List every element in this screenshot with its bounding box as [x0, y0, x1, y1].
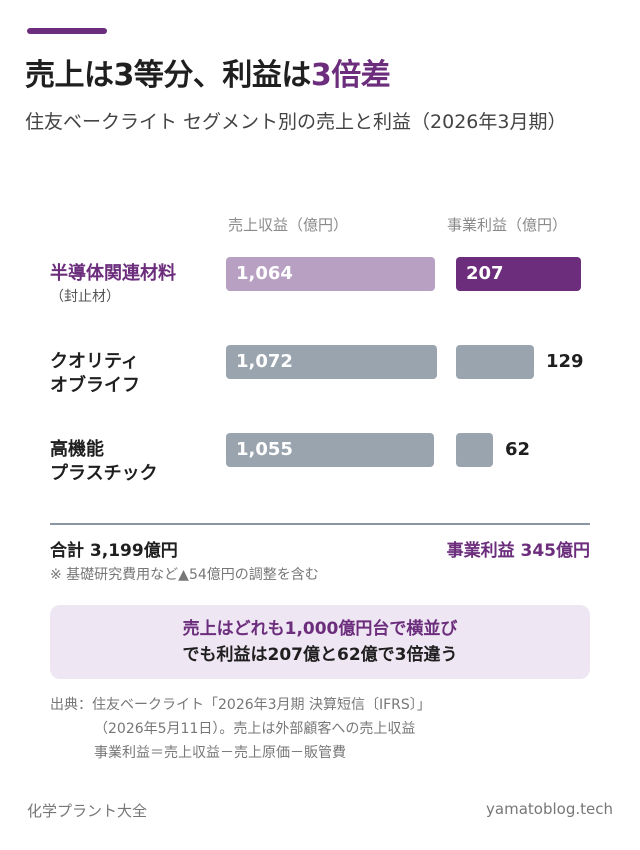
revenue-value-label: 1,055: [236, 439, 293, 460]
op-profit-total: 事業利益 345億円: [446, 541, 590, 561]
title-main: 売上は3等分、利益は: [25, 58, 311, 93]
title-accent-bar: [27, 28, 107, 34]
callout-line-2: でも利益は207億と62億で3倍違う: [182, 645, 458, 665]
op-profit-value-label: 62: [505, 439, 531, 460]
op-profit-bar: [456, 433, 493, 467]
footer-site-link[interactable]: yamatoblog.tech: [486, 800, 613, 818]
adjustment-note: ※ 基礎研究費用など▲54億円の調整を含む: [50, 567, 319, 583]
sales-total: 合計 3,199億円: [50, 541, 178, 561]
segment-name: クオリティ オブライフ: [50, 351, 140, 396]
chart-title: 売上は3等分、利益は3倍差: [25, 50, 391, 94]
source-line-1: 出典：住友ベークライト「2026年3月期 決算短信〔IFRS〕」: [50, 697, 431, 713]
op-profit-column-header: 事業利益（億円）: [447, 216, 568, 234]
revenue-bar: 1,064: [226, 257, 435, 291]
revenue-bar: 1,072: [226, 345, 437, 379]
key-insight-callout: 売上はどれも1,000億円台で横並び でも利益は207億と62億で3倍違う: [50, 605, 590, 679]
revenue-value-label: 1,072: [236, 351, 293, 372]
segment-name: 半導体関連材料 （封止材）: [50, 262, 176, 308]
op-profit-bar: [456, 345, 534, 379]
segment-subtitle: （封止材）: [50, 289, 120, 305]
total-divider: [50, 523, 590, 525]
title-highlight: 3倍差: [310, 58, 391, 93]
op-profit-value-label: 207: [466, 263, 504, 284]
footer-brand: 化学プラント大全: [27, 802, 148, 820]
revenue-column-header: 売上収益（億円）: [228, 216, 349, 234]
source-line-2: （2026年5月11日）。売上は外部顧客への売上収益: [94, 721, 416, 737]
source-note: 出典：住友ベークライト「2026年3月期 決算短信〔IFRS〕」 （2026年5…: [50, 693, 431, 765]
segment-name: 高機能 プラスチック: [50, 439, 158, 484]
chart-subtitle: 住友ベークライト セグメント別の売上と利益（2026年3月期）: [25, 111, 567, 133]
source-line-3: 事業利益＝売上収益－売上原価－販管費: [94, 745, 346, 761]
op-profit-bar: 207: [456, 257, 581, 291]
op-profit-value-label: 129: [546, 351, 584, 372]
callout-line-1: 売上はどれも1,000億円台で横並び: [182, 619, 458, 639]
revenue-value-label: 1,064: [236, 263, 293, 284]
revenue-bar: 1,055: [226, 433, 434, 467]
